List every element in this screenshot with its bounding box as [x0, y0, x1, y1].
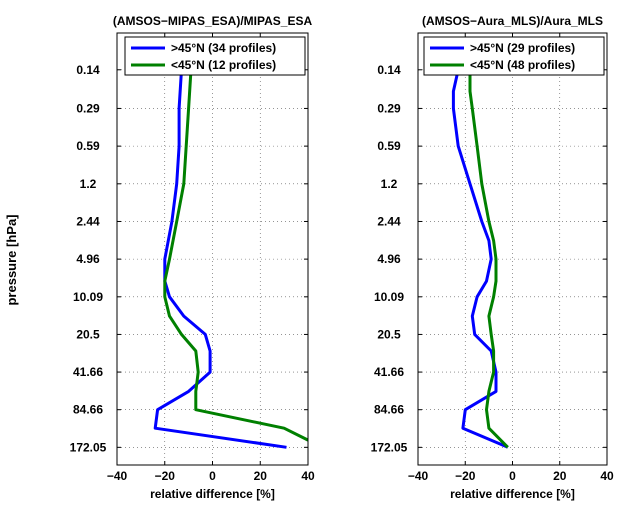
legend-box	[124, 36, 306, 76]
chart-title: (AMSOS−MIPAS_ESA)/MIPAS_ESA	[113, 14, 313, 28]
legend-box	[423, 36, 605, 76]
y-tick-label: 20.5	[377, 327, 401, 341]
y-tick-label: 0.14	[377, 63, 401, 77]
y-tick-label: 2.44	[76, 214, 100, 228]
y-tick-label: 172.05	[70, 440, 107, 454]
y-tick-label: 41.66	[374, 365, 404, 379]
x-tick-label: 0	[509, 469, 516, 483]
legend: >45°N (34 profiles) <45°N (12 profiles)	[124, 36, 306, 76]
y-tick-label: 2.44	[377, 214, 401, 228]
y-tick-label: 0.14	[76, 63, 100, 77]
y-tick-label: 0.59	[76, 139, 100, 153]
y-tick-label: 0.29	[76, 101, 100, 115]
right-panel: −40 −20 0 20 40 0.14 0.29 0.59 1.2 2.44 4.96 10.09 2…	[371, 14, 614, 501]
x-axis-label: relative difference [%]	[450, 487, 575, 501]
chart-title: (AMSOS−Aura_MLS)/Aura_MLS	[422, 14, 603, 28]
y-tick-label: 84.66	[73, 403, 103, 417]
left-panel: −40 −20 0 20 40 0.14 0.29 0.59 1.2 2.44 4.96 10.09 2…	[70, 14, 315, 501]
y-tick-label: 41.66	[73, 365, 103, 379]
x-tick-label: 20	[553, 469, 567, 483]
x-tick-label: −20	[155, 469, 176, 483]
y-tick-label: 1.2	[381, 177, 398, 191]
series-group	[451, 53, 509, 449]
legend-label-2: <45°N (12 profiles)	[171, 58, 276, 72]
x-tick-label: −40	[408, 469, 429, 483]
y-tick-label: 0.59	[377, 139, 401, 153]
series-line-2	[468, 54, 509, 449]
legend-label-2: <45°N (48 profiles)	[470, 58, 575, 72]
series-group	[153, 54, 308, 449]
shared-y-axis-label: pressure [hPa]	[4, 214, 19, 305]
y-tick-label: 4.96	[76, 252, 100, 266]
series-line-1	[153, 54, 287, 449]
y-tick-label: 172.05	[371, 440, 408, 454]
x-tick-label: 40	[301, 469, 315, 483]
legend-label-1: >45°N (34 profiles)	[171, 41, 276, 55]
x-axis-label: relative difference [%]	[150, 487, 275, 501]
series-line-1	[451, 53, 509, 449]
legend: >45°N (29 profiles) <45°N (48 profiles)	[423, 36, 605, 76]
y-tick-label: 1.2	[80, 177, 97, 191]
x-tick-label: −40	[107, 469, 128, 483]
y-tick-label: 4.96	[377, 252, 401, 266]
x-tick-label: 0	[209, 469, 216, 483]
legend-label-1: >45°N (29 profiles)	[470, 41, 575, 55]
x-tick-label: 20	[254, 469, 268, 483]
y-tick-label: 84.66	[374, 403, 404, 417]
y-tick-label: 0.29	[377, 101, 401, 115]
y-tick-label: 10.09	[73, 290, 103, 304]
x-tick-label: 40	[600, 469, 614, 483]
y-tick-label: 10.09	[374, 290, 404, 304]
y-tick-label: 20.5	[76, 327, 100, 341]
series-line-2	[163, 54, 308, 442]
x-tick-label: −20	[455, 469, 476, 483]
